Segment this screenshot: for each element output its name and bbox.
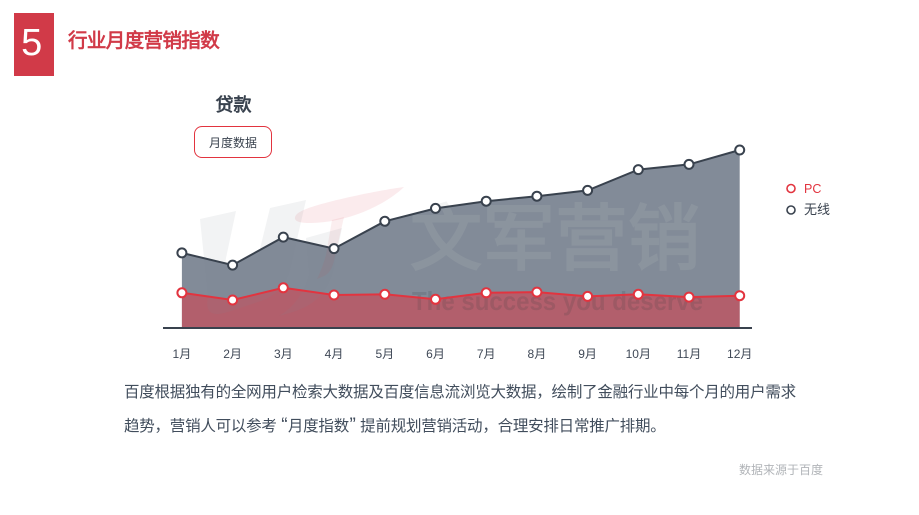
svg-text:6月: 6月 — [426, 347, 445, 361]
svg-text:无线: 无线 — [804, 202, 830, 217]
svg-text:10月: 10月 — [626, 347, 651, 361]
svg-text:3月: 3月 — [274, 347, 293, 361]
svg-text:PC: PC — [804, 182, 821, 196]
svg-text:9月: 9月 — [578, 347, 597, 361]
svg-text:11月: 11月 — [677, 347, 701, 361]
svg-text:2月: 2月 — [223, 347, 242, 361]
svg-text:8月: 8月 — [528, 347, 547, 361]
svg-text:1月: 1月 — [173, 347, 192, 361]
svg-text:7月: 7月 — [477, 347, 496, 361]
svg-text:4月: 4月 — [325, 347, 344, 361]
svg-text:5月: 5月 — [375, 347, 394, 361]
svg-text:The success you deserve: The success you deserve — [412, 286, 703, 316]
svg-text:12月: 12月 — [727, 347, 752, 361]
svg-text:文军营销: 文军营销 — [410, 200, 701, 280]
